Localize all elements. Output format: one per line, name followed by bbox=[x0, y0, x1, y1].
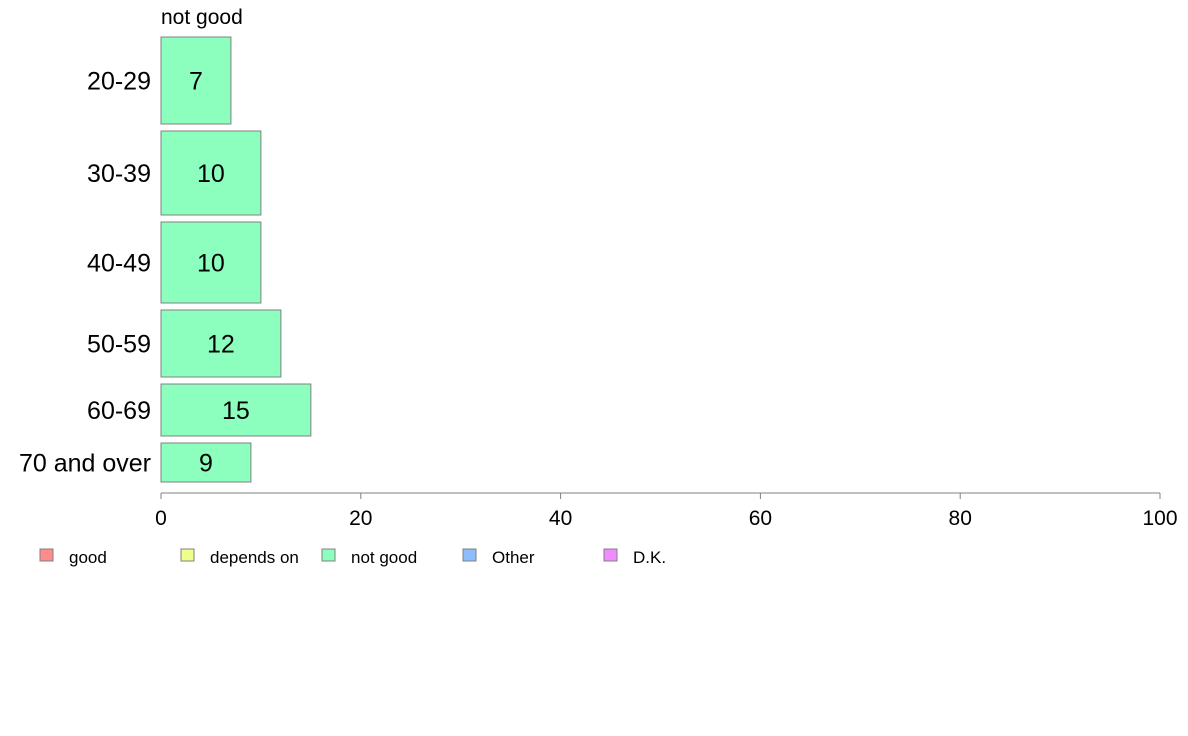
value-label: 9 bbox=[199, 450, 213, 478]
bar-70-and-over bbox=[160, 442, 252, 483]
bars-group bbox=[160, 36, 312, 483]
x-tick-label: 20 bbox=[349, 507, 372, 530]
bar-60-69 bbox=[160, 383, 312, 437]
value-label: 12 bbox=[207, 331, 235, 359]
x-tick-label: 80 bbox=[949, 507, 972, 530]
legend-swatch bbox=[39, 548, 54, 562]
category-label: 70 and over bbox=[19, 450, 151, 478]
value-labels: 7 10 10 12 15 9 bbox=[189, 68, 250, 478]
category-label: 40-49 bbox=[87, 250, 151, 278]
x-tick-label: 100 bbox=[1142, 507, 1177, 530]
legend-label: Other bbox=[492, 548, 535, 567]
category-label: 60-69 bbox=[87, 397, 151, 425]
legend-label: D.K. bbox=[633, 548, 666, 567]
legend: good depends on not good Other D.K. bbox=[39, 548, 666, 567]
bar-40-49 bbox=[160, 221, 262, 304]
series-title: not good bbox=[161, 6, 243, 29]
value-label: 10 bbox=[197, 160, 225, 188]
category-label: 30-39 bbox=[87, 160, 151, 188]
bar-20-29 bbox=[160, 36, 232, 125]
legend-label: good bbox=[69, 548, 107, 567]
bar-30-39 bbox=[160, 130, 262, 216]
x-tick-label: 40 bbox=[549, 507, 572, 530]
x-axis: 0 20 40 60 80 100 bbox=[155, 492, 1178, 530]
legend-label: depends on bbox=[210, 548, 299, 567]
x-tick-label: 0 bbox=[155, 507, 167, 530]
category-label: 50-59 bbox=[87, 331, 151, 359]
category-labels: 20-29 30-39 40-49 50-59 60-69 70 and over bbox=[19, 68, 151, 478]
legend-swatch bbox=[603, 548, 618, 562]
legend-swatch bbox=[321, 548, 336, 562]
value-label: 10 bbox=[197, 250, 225, 278]
category-label: 20-29 bbox=[87, 68, 151, 96]
legend-label: not good bbox=[351, 548, 417, 567]
value-label: 15 bbox=[222, 397, 250, 425]
legend-swatch bbox=[462, 548, 477, 562]
x-tick-label: 60 bbox=[749, 507, 772, 530]
legend-swatch bbox=[180, 548, 195, 562]
value-label: 7 bbox=[189, 68, 203, 96]
bar-50-59 bbox=[160, 309, 282, 378]
